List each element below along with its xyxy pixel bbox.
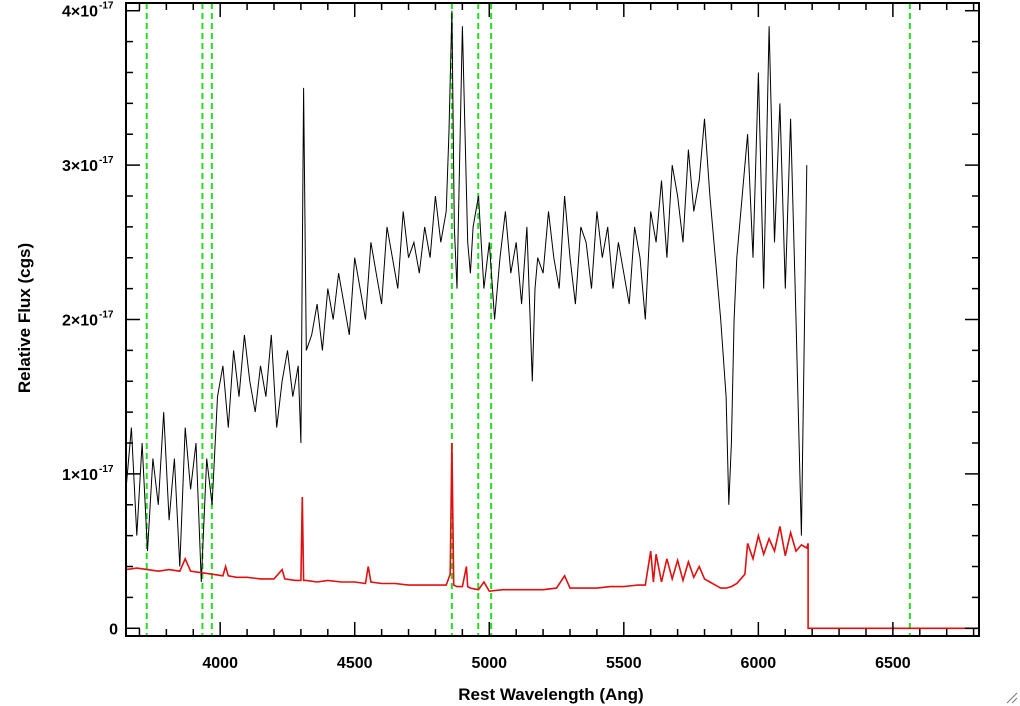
y-tick-exponent: -17 bbox=[99, 155, 114, 166]
y-tick-label: 1×10 bbox=[62, 467, 98, 484]
y-tick-exponent: -17 bbox=[99, 464, 114, 475]
x-tick-label: 6000 bbox=[741, 655, 777, 672]
y-axis-label: Relative Flux (cgs) bbox=[15, 243, 34, 393]
y-tick-label: 3×10 bbox=[62, 158, 98, 175]
y-tick-label: 0 bbox=[109, 621, 118, 638]
spectrum-series-line bbox=[125, 10, 808, 583]
y-axis-ticks: 01×10 -172×10 -173×10 -174×10 -17 bbox=[62, 1, 979, 638]
y-tick-exponent: -17 bbox=[99, 310, 114, 321]
resize-grip-icon[interactable] bbox=[1004, 690, 1018, 704]
y-tick-label: 2×10 bbox=[62, 313, 98, 330]
x-tick-label: 4500 bbox=[337, 655, 373, 672]
plot-frame bbox=[125, 2, 980, 637]
emission-line-markers bbox=[145, 3, 911, 636]
plot-border bbox=[125, 2, 980, 637]
x-tick-label: 4000 bbox=[202, 655, 238, 672]
series-layer bbox=[125, 10, 979, 630]
y-tick-exponent: -17 bbox=[99, 1, 114, 12]
x-axis-label: Rest Wavelength (Ang) bbox=[458, 685, 643, 704]
model-series-line bbox=[125, 442, 979, 630]
x-tick-label: 5000 bbox=[471, 655, 507, 672]
x-axis-ticks: 4000 4500 5000 5500 6000 6500 bbox=[138, 3, 975, 672]
x-tick-label: 6500 bbox=[875, 655, 911, 672]
x-tick-label: 5500 bbox=[606, 655, 642, 672]
y-tick-label: 4×10 bbox=[62, 4, 98, 21]
